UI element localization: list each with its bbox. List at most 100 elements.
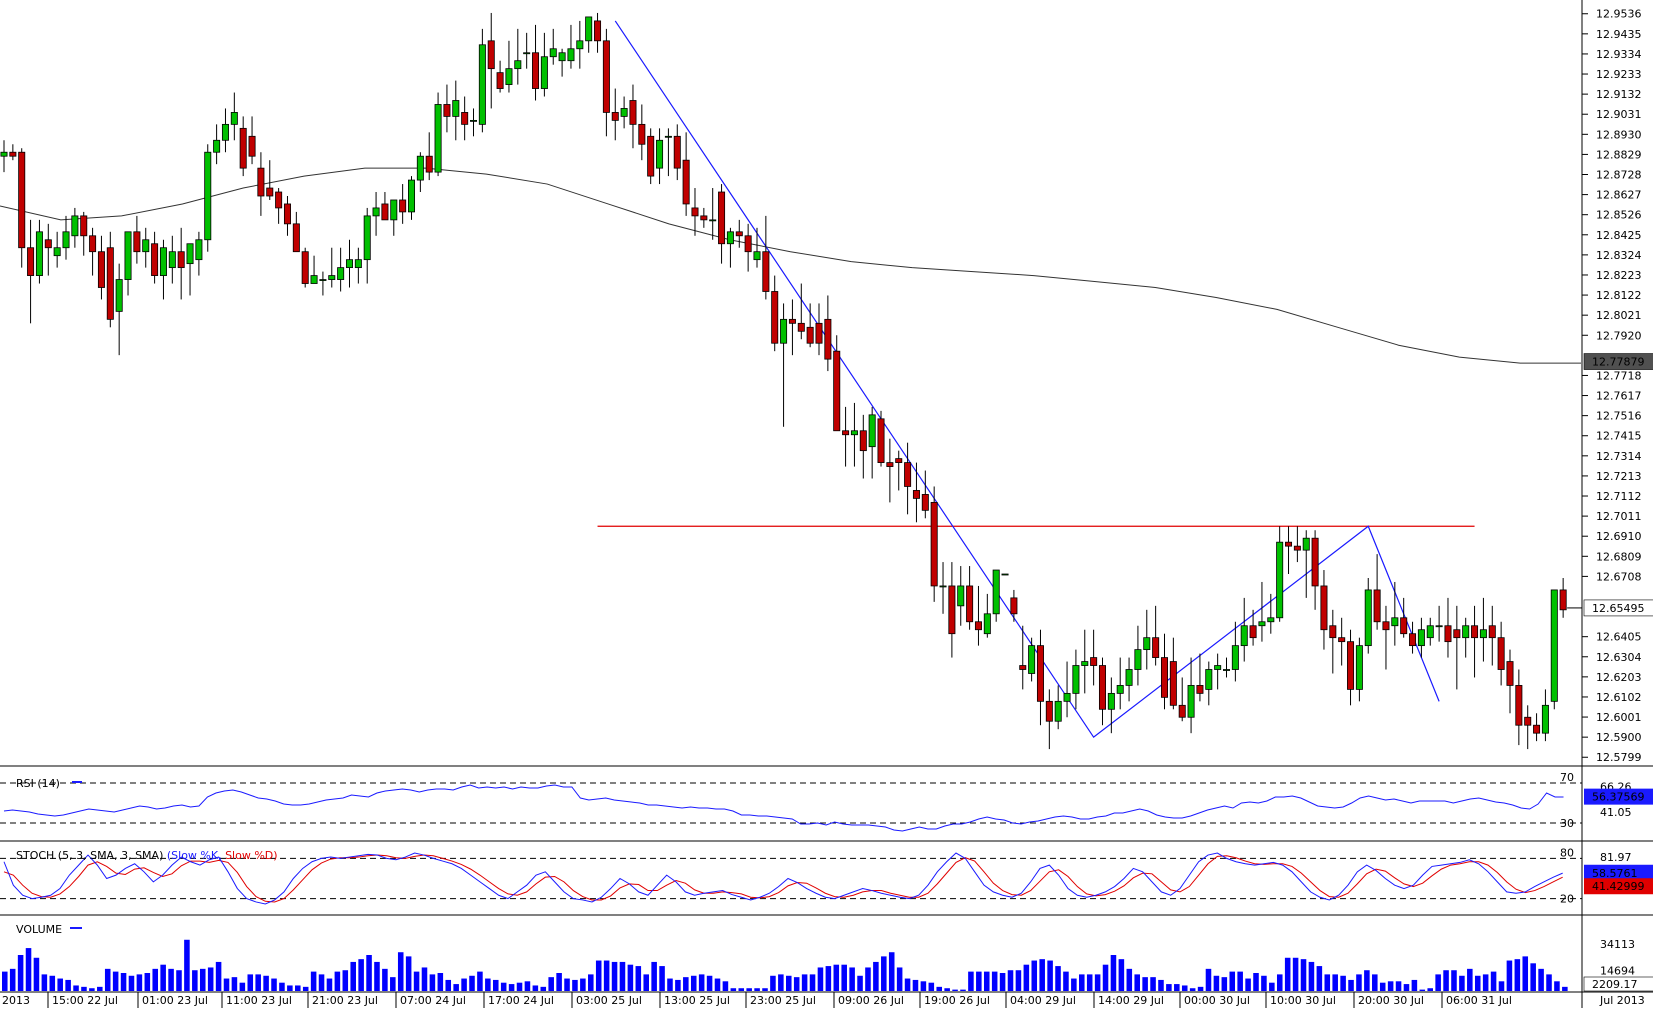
- volume-bar: [1324, 974, 1331, 991]
- time-axis-year: 2013: [2, 994, 30, 1007]
- time-tick-label: 11:00 23 Jul: [226, 994, 292, 1007]
- candle-bearish: [797, 322, 805, 332]
- volume-bar: [983, 971, 990, 991]
- candle-bullish: [1063, 692, 1071, 702]
- volume-bar: [1372, 974, 1378, 991]
- volume-bar: [706, 975, 713, 991]
- volume-bar: [841, 964, 847, 991]
- volume-bar: [104, 968, 111, 991]
- candle-bearish: [1444, 625, 1452, 643]
- volume-bar: [667, 978, 673, 991]
- volume-bar: [1292, 957, 1299, 991]
- volume-bar: [1316, 966, 1323, 991]
- candle-bearish: [602, 40, 610, 113]
- candle-bullish: [186, 243, 194, 265]
- candle-bearish: [461, 112, 469, 125]
- time-tick-label: 15:00 22 Jul: [52, 994, 118, 1007]
- volume-bar: [176, 970, 182, 991]
- volume-bar: [833, 964, 840, 991]
- volume-bar: [1079, 974, 1085, 991]
- volume-bar: [952, 989, 958, 991]
- candle-bullish: [1364, 589, 1372, 647]
- candle-bullish: [1081, 661, 1089, 666]
- volume-bar: [888, 952, 895, 991]
- volume-bar: [1166, 984, 1172, 991]
- volume-bar: [1340, 975, 1346, 991]
- candle-bullish: [567, 48, 575, 62]
- rsi-current-box: [1584, 788, 1653, 805]
- candle-bearish: [27, 247, 35, 276]
- volume-bar: [1411, 979, 1418, 991]
- volume-bar: [1031, 960, 1038, 991]
- volume-bar: [611, 961, 618, 991]
- volume-bar: [366, 955, 372, 991]
- candle-bearish: [1285, 541, 1293, 547]
- volume-bar: [199, 968, 206, 991]
- price-tick-label: 12.8425: [1596, 229, 1642, 242]
- candle-bullish: [470, 119, 478, 122]
- candle-bullish: [753, 251, 761, 261]
- current-price-badge-box: [1583, 599, 1653, 617]
- candle-bullish: [230, 112, 238, 125]
- volume-bar: [1245, 978, 1251, 991]
- candle-bearish: [735, 231, 743, 237]
- volume-bar: [881, 956, 887, 991]
- candle-bullish: [549, 48, 557, 58]
- volume-bar: [1055, 966, 1061, 991]
- volume-bar: [160, 964, 166, 991]
- price-tick-label: 12.7112: [1596, 490, 1642, 503]
- volume-bar: [1023, 964, 1030, 991]
- candle-bearish: [824, 318, 832, 360]
- volume-bar: [120, 973, 127, 991]
- candle-bullish: [35, 231, 43, 276]
- volume-bar: [279, 982, 285, 991]
- candle-bearish: [904, 462, 912, 487]
- candle-bullish: [1479, 629, 1487, 639]
- candle-bullish: [1276, 541, 1284, 619]
- volume-bar: [683, 977, 689, 991]
- candle-bullish: [1072, 665, 1080, 694]
- volume-bar: [1387, 981, 1394, 991]
- candle-bearish: [1169, 661, 1177, 706]
- stoch-level-label: 20: [1560, 893, 1574, 906]
- candle-bullish: [868, 414, 876, 448]
- candle-bullish: [1223, 669, 1231, 671]
- volume-bar: [698, 974, 705, 991]
- price-tick-label: 12.6809: [1596, 550, 1642, 563]
- volume-bar: [390, 977, 396, 991]
- candle-bullish: [1258, 621, 1266, 627]
- candle-bullish: [523, 52, 531, 55]
- candle-bullish: [62, 231, 70, 249]
- candle-bullish: [850, 430, 858, 436]
- volume-bar: [825, 966, 832, 991]
- price-tick-label: 12.8526: [1596, 209, 1642, 222]
- volume-bar: [1197, 986, 1204, 991]
- stoch-level-label: 80: [1560, 846, 1574, 859]
- volume-bar: [1118, 959, 1125, 991]
- time-tick-label: 00:00 30 Jul: [1184, 994, 1250, 1007]
- volume-bar: [326, 978, 333, 991]
- volume-bar: [358, 959, 364, 991]
- price-tick-label: 12.7617: [1596, 390, 1642, 403]
- candle-bearish: [381, 203, 389, 221]
- volume-bar: [920, 981, 927, 991]
- volume-bar: [1482, 974, 1489, 991]
- candle-bullish: [1240, 625, 1248, 647]
- candle-bearish: [1488, 625, 1496, 639]
- time-tick-label: 09:00 26 Jul: [838, 994, 904, 1007]
- candle-bullish: [434, 104, 442, 173]
- candle-bullish: [1391, 617, 1399, 627]
- price-tick-label: 12.8930: [1596, 128, 1642, 141]
- candle-bearish: [673, 135, 681, 169]
- candle-bullish: [939, 585, 947, 588]
- volume-bar: [730, 988, 737, 991]
- price-tick-label: 12.9233: [1596, 68, 1642, 81]
- price-tick-label: 12.9536: [1596, 8, 1642, 21]
- candle-bullish: [124, 231, 132, 280]
- candle-bearish: [106, 247, 114, 320]
- volume-bar: [1205, 968, 1212, 991]
- volume-bar: [1419, 989, 1426, 991]
- candle-bullish: [416, 155, 424, 181]
